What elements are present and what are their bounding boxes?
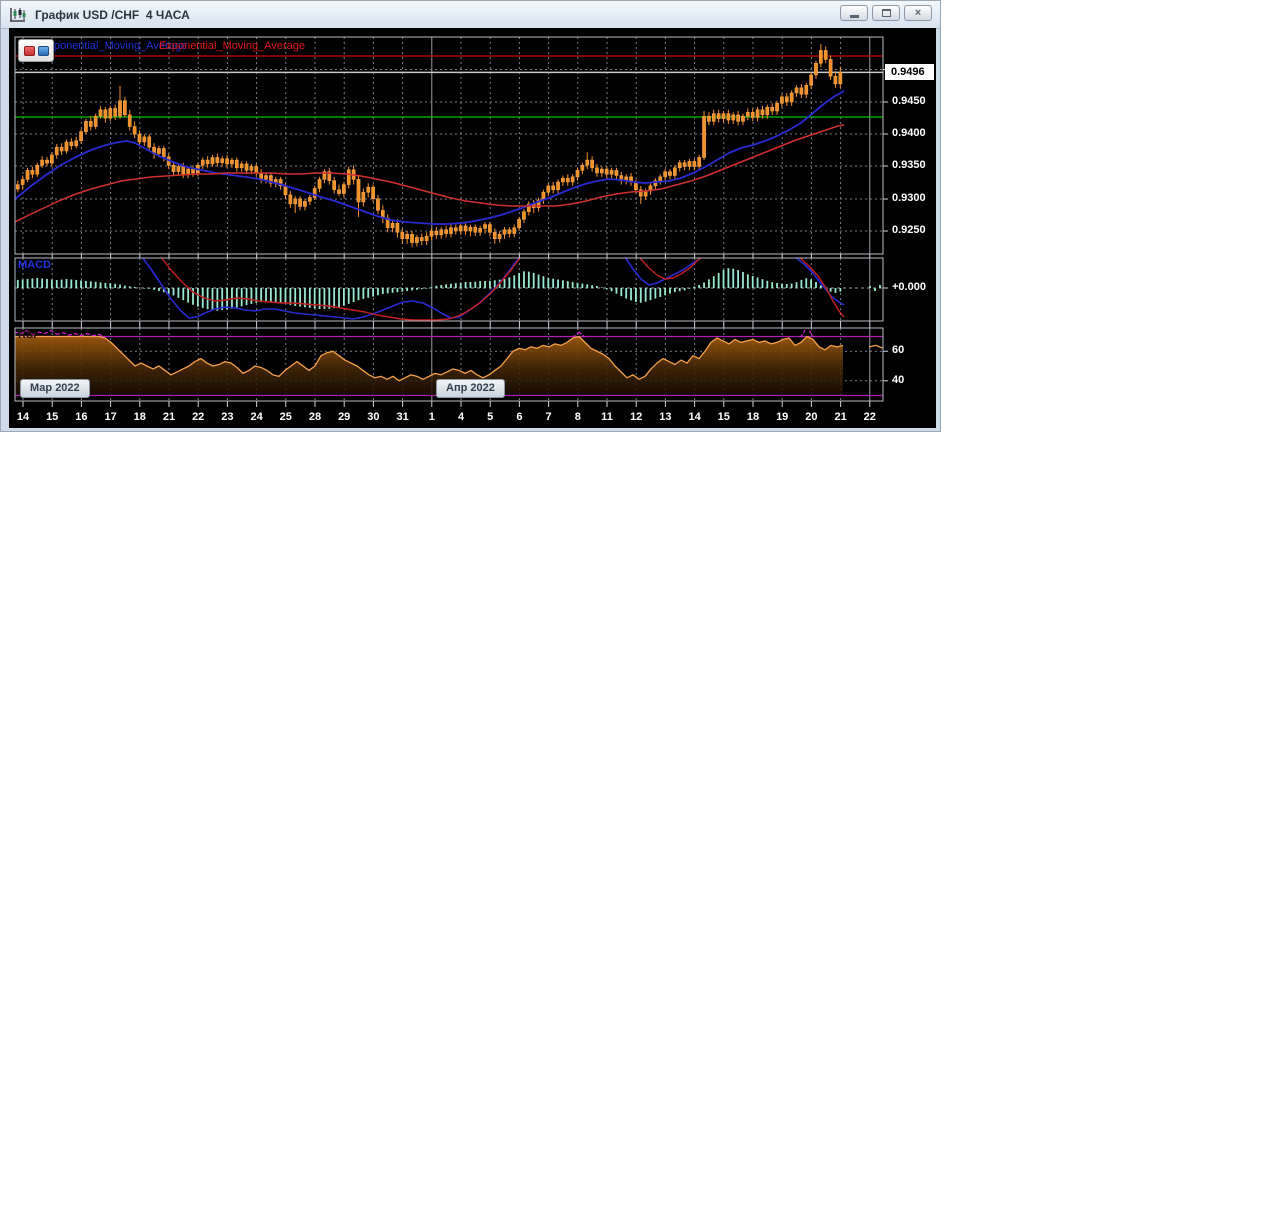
rsi-axis-label: 40 <box>892 374 905 386</box>
time-axis-label: 22 <box>863 411 876 423</box>
macd-axis-label: +0.000 <box>892 281 926 293</box>
indicator-buttons <box>18 39 54 62</box>
time-axis-label: 17 <box>104 411 117 423</box>
time-axis-label: 13 <box>659 411 672 423</box>
time-axis-label: 18 <box>133 411 146 423</box>
candlestick-chart-icon <box>9 7 27 23</box>
time-axis-label: 16 <box>75 411 88 423</box>
current-price-box: 0.9496 <box>885 64 934 80</box>
time-axis-label: 30 <box>367 411 380 423</box>
close-icon: × <box>914 6 922 19</box>
minimize-icon <box>849 15 859 18</box>
minimize-button[interactable] <box>840 5 868 21</box>
time-axis-label: 14 <box>688 411 701 423</box>
price-axis-label: 0.9400 <box>892 127 926 139</box>
time-axis-label: 5 <box>487 411 494 423</box>
time-axis-label: 6 <box>516 411 523 423</box>
time-axis-label: 24 <box>250 411 263 423</box>
time-axis-label: 29 <box>338 411 351 423</box>
price-axis-label: 0.9450 <box>892 95 926 107</box>
time-axis-label: 18 <box>746 411 760 423</box>
maximize-button[interactable] <box>872 5 900 21</box>
month-tag: Апр 2022 <box>436 379 505 398</box>
time-axis-label: 23 <box>221 411 234 423</box>
titlebar[interactable]: График USD /CHF 4 ЧАСА × <box>1 1 940 29</box>
window-controls: × <box>840 5 932 21</box>
time-axis-label: 1 <box>428 411 435 423</box>
time-axis-label: 4 <box>457 411 465 423</box>
macd-panel-label: MACD <box>18 259 51 271</box>
time-axis-label: 31 <box>396 411 409 423</box>
time-axis-label: 11 <box>601 411 613 423</box>
time-axis-label: 15 <box>46 411 59 423</box>
price-axis-label: 0.9250 <box>892 224 926 236</box>
window-title: График USD /CHF 4 ЧАСА <box>35 7 190 22</box>
price-axis-label: 0.9350 <box>892 159 926 171</box>
time-axis-label: 28 <box>308 411 322 423</box>
rsi-panel-label: RSI <box>18 329 37 341</box>
price-axis-label: 0.9300 <box>892 192 926 204</box>
time-axis-label: 8 <box>574 411 581 423</box>
time-axis-label: 21 <box>834 411 847 423</box>
legend-ema-slow-label: Exponential_Moving_Average <box>159 40 305 52</box>
time-axis-label: 12 <box>630 411 643 423</box>
maximize-icon <box>881 9 891 17</box>
time-axis-label: 25 <box>279 411 292 423</box>
time-axis-label: 20 <box>805 411 818 423</box>
remove-indicator-button[interactable] <box>23 45 35 56</box>
legend-ema-fast-label: Exponential_Moving_Average <box>41 40 187 52</box>
month-tag: Мар 2022 <box>20 379 90 398</box>
time-axis-label: 22 <box>192 411 205 423</box>
chart-canvas[interactable] <box>1 1 942 433</box>
chart-window: График USD /CHF 4 ЧАСА × Exponential_Mov… <box>0 0 941 432</box>
edit-indicator-button[interactable] <box>37 45 49 56</box>
time-axis-label: 21 <box>162 411 176 423</box>
time-axis-label: 15 <box>717 411 730 423</box>
time-axis-label: 7 <box>545 411 552 423</box>
time-axis-label: 14 <box>16 411 30 423</box>
rsi-axis-label: 60 <box>892 344 905 356</box>
close-button[interactable]: × <box>904 5 932 21</box>
time-axis-label: 19 <box>776 411 789 423</box>
